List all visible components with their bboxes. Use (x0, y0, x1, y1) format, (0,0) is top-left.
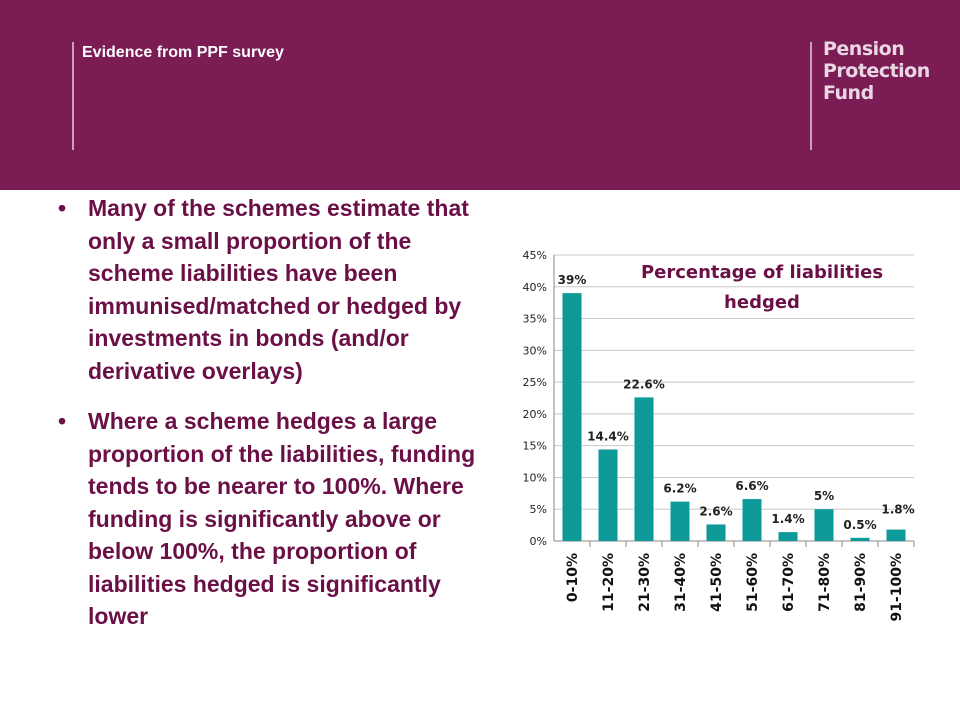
data-label: 2.6% (699, 504, 732, 518)
data-label: 39% (558, 273, 587, 287)
y-tick-label: 15% (523, 440, 547, 453)
x-category-label: 0-10% (565, 553, 581, 602)
logo-line-1: Pension (823, 38, 905, 60)
y-tick-label: 20% (523, 408, 547, 421)
x-category-label: 91-100% (889, 553, 905, 622)
data-label: 1.4% (771, 512, 804, 526)
y-tick-label: 5% (530, 503, 547, 516)
header-divider-right (810, 42, 812, 150)
bullet-item: • Where a scheme hedges a large proporti… (58, 405, 498, 633)
y-tick-label: 10% (523, 471, 547, 484)
slide-title: Evidence from PPF survey (82, 44, 284, 61)
hedging-bar-chart: 0% 5% 10% 15% 20% 25% 30% 35% 40% 45% 39% 0-10% 14.4… (510, 238, 950, 638)
bullet-dot-icon: • (58, 195, 67, 221)
header-banner: Evidence from PPF survey Pension Protect… (0, 0, 960, 190)
bar (886, 529, 906, 541)
data-label: 1.8% (881, 503, 914, 517)
data-label: 22.6% (623, 377, 665, 391)
y-tick-label: 35% (523, 313, 547, 326)
y-tick-label: 30% (523, 344, 547, 357)
bullet-item: • Many of the schemes estimate that only… (58, 192, 498, 387)
bar (778, 532, 798, 541)
bar (706, 524, 726, 541)
data-label: 6.6% (735, 479, 768, 493)
bar (634, 397, 654, 541)
data-label: 14.4% (587, 429, 629, 443)
data-label: 0.5% (843, 518, 876, 532)
bar (670, 501, 690, 541)
bullet-text: Many of the schemes estimate that only a… (88, 195, 469, 384)
logo-line-2: Protection (823, 60, 930, 82)
data-label: 5% (814, 489, 834, 503)
bullet-dot-icon: • (58, 408, 67, 434)
chart-title-line-2: hedged (724, 292, 800, 313)
bar (814, 509, 834, 541)
x-category-label: 11-20% (601, 553, 617, 612)
bar (850, 537, 870, 541)
x-category-label: 31-40% (673, 553, 689, 612)
bar (598, 449, 618, 541)
y-tick-label: 0% (530, 535, 547, 548)
x-category-label: 71-80% (817, 553, 833, 612)
header-divider-left (72, 42, 74, 150)
x-category-label: 81-90% (853, 553, 869, 612)
bullet-list: • Many of the schemes estimate that only… (58, 192, 498, 633)
chart-title-line-1: Percentage of liabilities (641, 262, 883, 283)
x-category-label: 41-50% (709, 553, 725, 612)
x-category-label: 21-30% (637, 553, 653, 612)
logo-line-3: Fund (823, 82, 874, 104)
x-category-label: 51-60% (745, 553, 761, 612)
bar (562, 293, 582, 541)
ppf-logo: Pension Protection Fund (823, 38, 930, 104)
y-tick-label: 25% (523, 376, 547, 389)
y-tick-label: 40% (523, 281, 547, 294)
data-label: 6.2% (663, 482, 696, 496)
x-category-label: 61-70% (781, 553, 797, 612)
y-tick-label: 45% (523, 249, 547, 262)
bullet-text: Where a scheme hedges a large proportion… (88, 408, 476, 629)
bar (742, 499, 762, 541)
